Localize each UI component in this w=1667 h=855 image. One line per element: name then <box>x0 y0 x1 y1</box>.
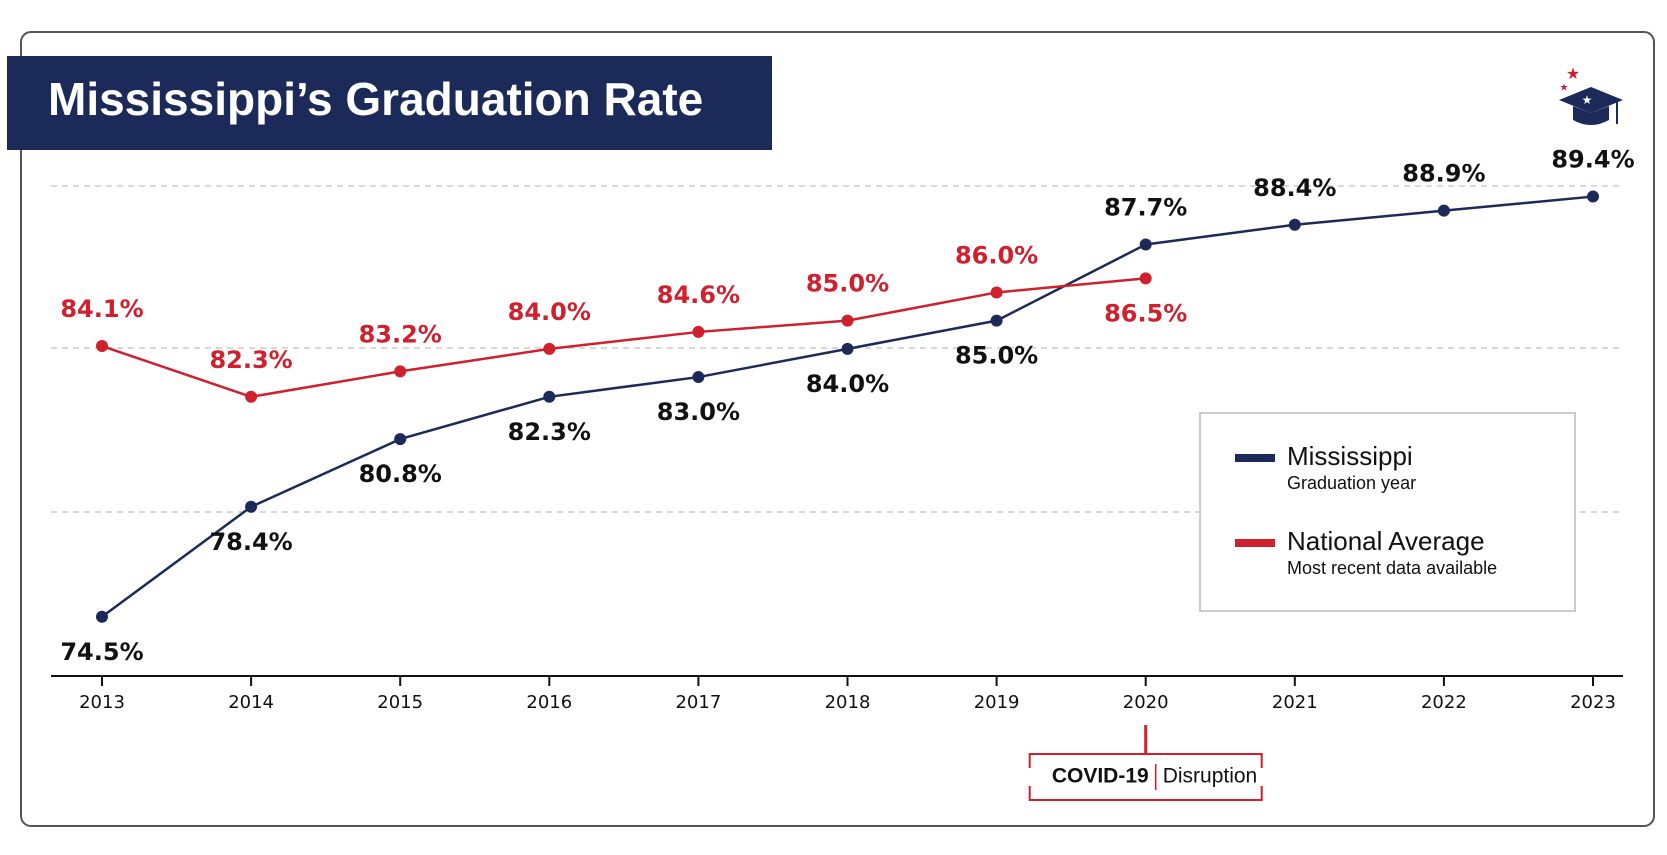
legend-swatch <box>1235 539 1275 547</box>
data-point <box>96 610 108 623</box>
data-point <box>1288 218 1301 231</box>
data-point <box>1139 272 1152 285</box>
legend-label: Mississippi <box>1287 441 1413 471</box>
data-point <box>394 365 407 378</box>
annotation-text: Disruption <box>1163 765 1258 788</box>
data-point <box>1139 238 1152 251</box>
data-point <box>543 390 556 403</box>
data-point <box>543 342 556 355</box>
data-point <box>990 314 1003 327</box>
data-label: 84.0% <box>806 370 889 398</box>
data-point <box>394 433 407 446</box>
svg-text:★: ★ <box>1560 83 1569 94</box>
legend-label: National Average <box>1287 526 1485 556</box>
covid-annotation: COVID-19 Disruption <box>1028 725 1263 801</box>
x-tick-label: 2013 <box>79 692 125 713</box>
data-label: 80.8% <box>359 460 442 488</box>
x-tick-label: 2014 <box>228 692 274 713</box>
data-label: 82.3% <box>209 346 292 374</box>
data-point <box>1437 204 1450 217</box>
x-tick-label: 2022 <box>1421 692 1467 713</box>
x-tick-label: 2016 <box>526 692 572 713</box>
title-banner <box>7 56 772 150</box>
data-label: 88.4% <box>1253 174 1336 202</box>
data-label: 88.9% <box>1402 160 1485 188</box>
data-label: 89.4% <box>1551 146 1634 174</box>
annotation-label: COVID-19 <box>1052 765 1149 788</box>
data-label: 84.6% <box>657 281 740 309</box>
data-point <box>245 390 258 403</box>
data-point <box>96 340 108 353</box>
data-point <box>692 371 705 384</box>
data-point <box>841 342 854 355</box>
data-label: 82.3% <box>508 418 591 446</box>
data-label: 74.5% <box>60 638 143 666</box>
data-point <box>990 286 1003 299</box>
data-label: 85.0% <box>806 270 889 298</box>
x-tick-label: 2018 <box>825 692 871 713</box>
data-label: 84.0% <box>508 298 591 326</box>
data-label: 86.5% <box>1104 299 1187 327</box>
x-tick-label: 2020 <box>1123 692 1169 713</box>
series-line <box>101 277 1146 399</box>
legend-description: Most recent data available <box>1287 558 1497 578</box>
svg-text:★: ★ <box>1582 93 1593 107</box>
data-label: 85.0% <box>955 342 1038 370</box>
data-label: 86.0% <box>955 241 1038 269</box>
legend-swatch <box>1235 454 1275 462</box>
data-point <box>245 500 258 513</box>
data-label: 83.0% <box>657 398 740 426</box>
chart-title: Mississippi’s Graduation Rate <box>48 73 703 125</box>
svg-text:★: ★ <box>1566 66 1580 83</box>
legend-description: Graduation year <box>1287 473 1416 493</box>
cap-icon: ★ ★ ★ <box>1559 66 1623 125</box>
x-tick-label: 2023 <box>1570 692 1616 713</box>
data-label: 78.4% <box>209 528 292 556</box>
data-point <box>1587 190 1599 203</box>
data-point <box>692 325 705 338</box>
x-tick-label: 2015 <box>377 692 423 713</box>
data-label: 87.7% <box>1104 194 1187 222</box>
x-tick-label: 2017 <box>675 692 721 713</box>
data-label: 83.2% <box>359 320 442 348</box>
x-tick-label: 2021 <box>1272 692 1318 713</box>
data-label: 84.1% <box>60 295 143 323</box>
x-tick-label: 2019 <box>974 692 1020 713</box>
data-point <box>841 314 854 327</box>
legend-box <box>1199 412 1576 612</box>
